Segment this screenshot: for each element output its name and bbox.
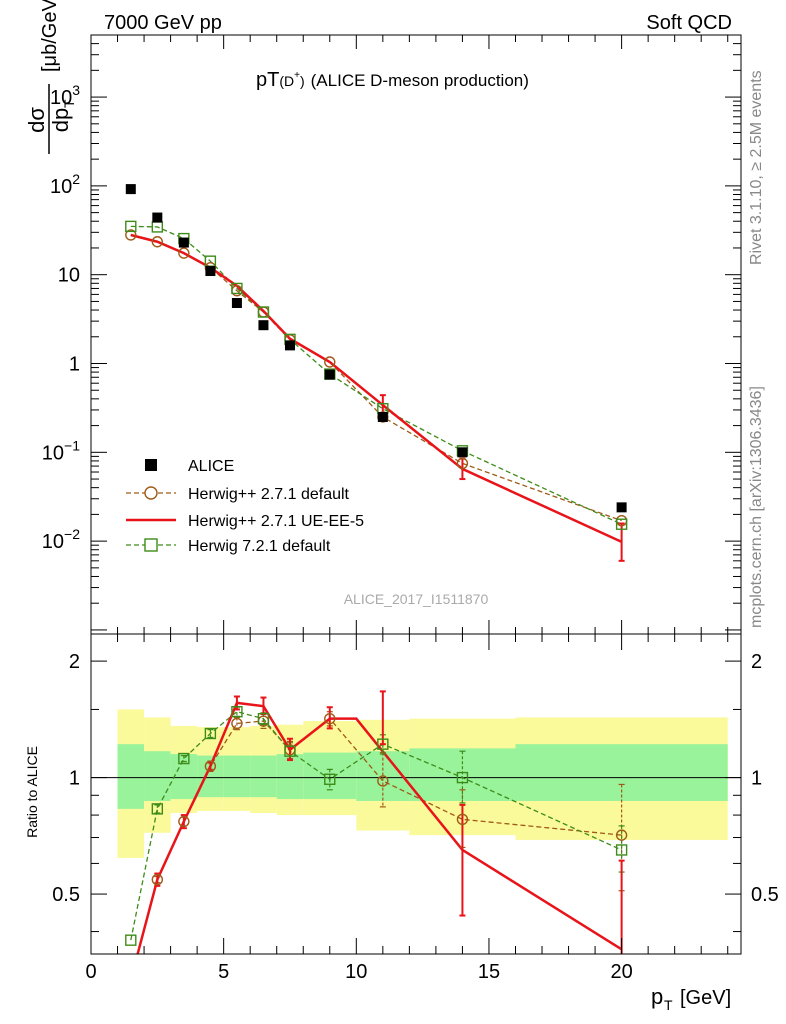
legend-alice-marker [145, 459, 157, 471]
herwig-pp-default-point [125, 229, 137, 241]
alice-data-point [284, 340, 295, 351]
ratio-herwig7-point [456, 771, 469, 784]
ratio-herwig-pp-default-point [178, 815, 190, 828]
main-y-tick-label: 10−2 [42, 526, 80, 553]
alice-data-point [377, 411, 388, 422]
herwig-pp-default-point [456, 457, 469, 470]
ratio-herwig7-point [178, 752, 190, 765]
ratio-y-tick-label: 2 [69, 651, 80, 673]
ratio-herwig7-point [324, 773, 336, 785]
ratio-herwig-pp-default-point [615, 829, 628, 841]
x-tick-label: 0 [85, 961, 96, 983]
x-tick-label: 10 [345, 961, 367, 983]
plot-title: pT(D+) (ALICE D-meson production) [256, 69, 529, 91]
stat-uncertainty-band [223, 755, 251, 798]
ratio-herwig7-point [377, 738, 389, 750]
x-tick-label: 5 [218, 961, 229, 983]
ratio-herwig7-point [125, 934, 137, 946]
legend-label: Herwig++ 2.7.1 default [188, 486, 350, 503]
main-y-tick-label: 103 [50, 82, 80, 109]
ratio-herwig-pp-default-point [231, 717, 243, 730]
ratio-y-tick-label: 0.5 [52, 884, 80, 906]
analysis-watermark: ALICE_2017_I1511870 [344, 591, 489, 607]
herwig7-default-line [130, 225, 622, 525]
herwig-pp-default-point [178, 247, 190, 259]
alice-data-point [324, 369, 335, 380]
ratio-herwig7-point [284, 745, 296, 757]
main-y-tick-label: 10−1 [42, 437, 80, 464]
svg-text:T: T [61, 99, 77, 108]
ratio-herwig7-point [257, 712, 270, 725]
main-y-tick-label: 102 [50, 171, 80, 198]
alice-data-point [205, 266, 216, 277]
ratio-y-tick-label: 1 [69, 768, 80, 790]
legend-label: Herwig++ 2.7.1 UE-EE-5 [188, 513, 364, 530]
herwig7-default-point [615, 518, 628, 530]
legend: ALICE Herwig++ 2.7.1 default Herwig++ 2.7.… [126, 458, 364, 555]
ratio-herwig-pp-default-point [151, 873, 164, 886]
stat-uncertainty-band [515, 744, 728, 801]
alice-data-point [152, 212, 163, 223]
legend-herwig7-marker [144, 538, 158, 552]
rivet-version-label: Rivet 3.1.10, ≥ 2.5M events [748, 70, 765, 265]
svg-text:dp: dp [48, 108, 73, 132]
svg-text:[GeV]: [GeV] [680, 987, 731, 1009]
legend-herwig-pp-default-marker [144, 486, 158, 500]
legend-label: Herwig 7.2.1 default [188, 538, 331, 555]
x-axis-label: p T [GeV] [651, 984, 731, 1013]
x-tick-label: 20 [610, 961, 632, 983]
main-y-tick-label: 1 [69, 354, 80, 376]
svg-text:[μb/GeV]: [μb/GeV] [39, 0, 61, 72]
main-y-axis-label: dσ dp T [μb/GeV] [24, 0, 77, 154]
ratio-herwig7-point [231, 706, 243, 718]
alice-data-point [258, 320, 269, 331]
main-y-tick-label: 10 [58, 265, 80, 287]
stat-uncertainty-band [117, 744, 145, 809]
ratio-series-group [125, 690, 628, 985]
ratio-y-tick-label-right: 2 [751, 651, 762, 673]
ratio-y-tick-label-right: 1 [751, 768, 762, 790]
stat-uncertainty-band [144, 751, 171, 801]
ratio-herwig-pp-default-point [324, 712, 336, 725]
ratio-herwig7-point [204, 727, 217, 740]
ratio-herwig7-point [151, 803, 164, 815]
herwig-pp-default-line [130, 234, 622, 522]
legend-label: ALICE [188, 458, 234, 475]
alice-data-point [457, 447, 468, 458]
herwig-pp-default-point [151, 236, 164, 248]
ratio-y-tick-label-right: 0.5 [751, 884, 779, 906]
alice-data-point [616, 502, 627, 513]
ratio-herwig-pp-default-point [204, 760, 217, 772]
ratio-plot-panel: 2 2 1 1 0.5 0.5 0 5 10 15 20 Ratio to ALICE p T [G… [24, 633, 779, 1013]
stat-uncertainty-band [250, 755, 277, 798]
stat-uncertainty-band [276, 754, 304, 800]
herwig-pp-ue-ee5-line [130, 233, 623, 544]
ratio-herwig-pp-default-point [126, 975, 136, 985]
herwig7-default-point [125, 220, 137, 233]
svg-text:p: p [651, 984, 663, 1009]
herwig7-default-point [257, 306, 270, 318]
ratio-herwig-pp-default-point [456, 813, 469, 826]
alice-data-point [231, 298, 242, 309]
herwig7-default-point [231, 282, 243, 295]
herwig-pp-default-point [324, 356, 336, 368]
alice-data-point [178, 237, 189, 248]
alice-data-point [125, 184, 136, 195]
svg-text:T: T [664, 997, 673, 1013]
ratio-herwig7-point [615, 844, 628, 856]
header-right: Soft QCD [646, 12, 732, 34]
x-tick-label: 15 [478, 961, 500, 983]
mcplots-label: mcplots.cern.ch [arXiv:1306.3436] [748, 386, 765, 628]
header-left: 7000 GeV pp [104, 12, 222, 34]
ratio-herwig-pp-default-point [377, 775, 389, 787]
svg-text:dσ: dσ [24, 107, 49, 133]
ratio-y-axis-label: Ratio to ALICE [24, 746, 40, 838]
ratio-plot-frame [90, 633, 742, 955]
